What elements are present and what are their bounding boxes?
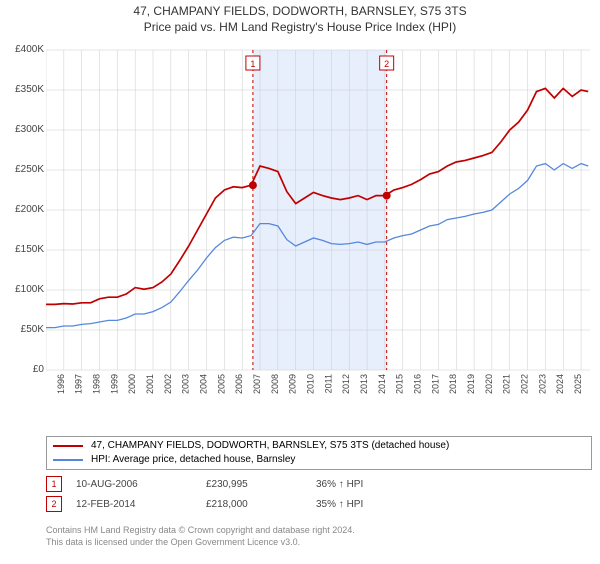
svg-text:2009: 2009 [288, 374, 298, 394]
legend-box: 47, CHAMPANY FIELDS, DODWORTH, BARNSLEY,… [46, 436, 592, 470]
svg-text:2008: 2008 [270, 374, 280, 394]
y-tick-label: £0 [4, 364, 44, 375]
svg-text:2015: 2015 [395, 374, 405, 394]
footer-line-2: This data is licensed under the Open Gov… [46, 536, 592, 548]
svg-text:2: 2 [384, 59, 389, 69]
marker-price-2: £218,000 [206, 499, 316, 510]
legend-label-hpi: HPI: Average price, detached house, Barn… [91, 453, 295, 467]
marker-box-2: 2 [46, 496, 62, 512]
svg-text:2002: 2002 [163, 374, 173, 394]
svg-text:2019: 2019 [466, 374, 476, 394]
y-tick-label: £50K [4, 324, 44, 335]
svg-text:2017: 2017 [430, 374, 440, 394]
svg-text:2010: 2010 [306, 374, 316, 394]
svg-text:2005: 2005 [216, 374, 226, 394]
svg-text:2007: 2007 [252, 374, 262, 394]
svg-text:2006: 2006 [234, 374, 244, 394]
svg-text:2004: 2004 [199, 374, 209, 394]
y-tick-label: £150K [4, 244, 44, 255]
svg-text:2001: 2001 [145, 374, 155, 394]
svg-text:1997: 1997 [74, 374, 84, 394]
svg-text:2025: 2025 [573, 374, 583, 394]
svg-text:2018: 2018 [448, 374, 458, 394]
svg-text:1998: 1998 [92, 374, 102, 394]
svg-text:2020: 2020 [484, 374, 494, 394]
svg-text:1995: 1995 [46, 374, 48, 394]
marker-table: 1 10-AUG-2006 £230,995 36% ↑ HPI 2 12-FE… [46, 476, 592, 516]
footer-line-1: Contains HM Land Registry data © Crown c… [46, 524, 592, 536]
chart-title: 47, CHAMPANY FIELDS, DODWORTH, BARNSLEY,… [0, 4, 600, 18]
svg-text:2016: 2016 [413, 374, 423, 394]
marker-row-2: 2 12-FEB-2014 £218,000 35% ↑ HPI [46, 496, 592, 512]
svg-text:2012: 2012 [341, 374, 351, 394]
marker-price-1: £230,995 [206, 479, 316, 490]
chart-area: 1 2 1995 1996 1997 1998 1999 2000 2001 2002 2003 20… [46, 46, 594, 406]
y-tick-label: £200K [4, 204, 44, 215]
legend-swatch-property [53, 445, 83, 447]
footer: Contains HM Land Registry data © Crown c… [46, 524, 592, 548]
y-tick-label: £300K [4, 124, 44, 135]
svg-text:1: 1 [250, 59, 255, 69]
marker-date-2: 12-FEB-2014 [76, 499, 206, 510]
marker-pct-2: 35% ↑ HPI [316, 499, 396, 510]
svg-text:2000: 2000 [127, 374, 137, 394]
marker-box-1: 1 [46, 476, 62, 492]
svg-text:1999: 1999 [109, 374, 119, 394]
legend-label-property: 47, CHAMPANY FIELDS, DODWORTH, BARNSLEY,… [91, 439, 449, 453]
svg-text:2022: 2022 [520, 374, 530, 394]
svg-text:2014: 2014 [377, 374, 387, 394]
chart-subtitle: Price paid vs. HM Land Registry's House … [0, 20, 600, 34]
legend-row-hpi: HPI: Average price, detached house, Barn… [53, 453, 585, 467]
y-tick-label: £350K [4, 84, 44, 95]
legend-row-property: 47, CHAMPANY FIELDS, DODWORTH, BARNSLEY,… [53, 439, 585, 453]
chart-svg: 1 2 1995 1996 1997 1998 1999 2000 2001 2002 2003 20… [46, 46, 594, 406]
svg-text:2003: 2003 [181, 374, 191, 394]
marker-date-1: 10-AUG-2006 [76, 479, 206, 490]
svg-text:2023: 2023 [537, 374, 547, 394]
legend-swatch-hpi [53, 459, 83, 461]
y-tick-label: £100K [4, 284, 44, 295]
svg-text:2021: 2021 [502, 374, 512, 394]
svg-text:2024: 2024 [555, 374, 565, 394]
marker-row-1: 1 10-AUG-2006 £230,995 36% ↑ HPI [46, 476, 592, 492]
svg-text:2013: 2013 [359, 374, 369, 394]
marker-pct-1: 36% ↑ HPI [316, 479, 396, 490]
y-tick-label: £250K [4, 164, 44, 175]
svg-text:1996: 1996 [56, 374, 66, 394]
svg-text:2011: 2011 [323, 374, 333, 393]
y-tick-label: £400K [4, 44, 44, 55]
